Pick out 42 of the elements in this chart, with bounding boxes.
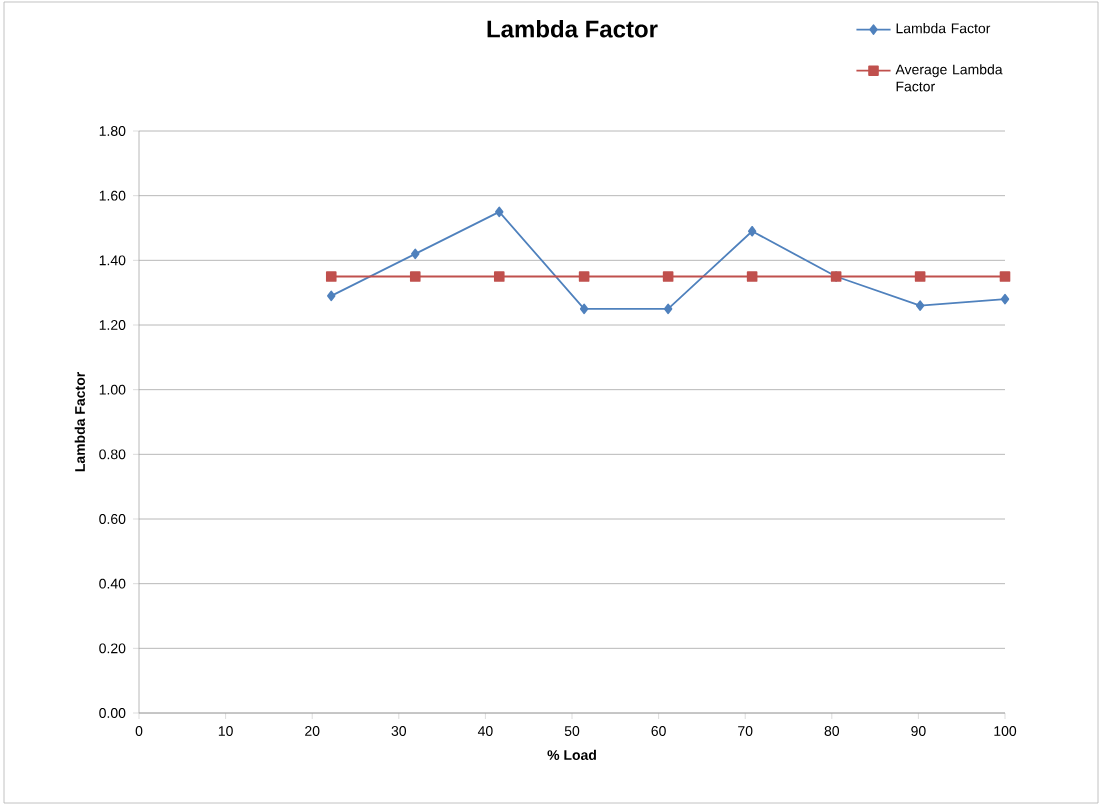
y-tick-label: 0.00 bbox=[99, 708, 126, 718]
x-tick-label: 60 bbox=[651, 726, 666, 736]
point bbox=[327, 290, 336, 302]
y-tick-label: 1.60 bbox=[99, 190, 126, 201]
point bbox=[915, 300, 925, 311]
x-tick-label: 50 bbox=[564, 726, 580, 736]
point bbox=[325, 271, 337, 282]
x-tick-label: 80 bbox=[824, 726, 840, 736]
x-tick-label: 40 bbox=[477, 726, 493, 736]
point bbox=[409, 271, 421, 282]
x-tick-label: 70 bbox=[738, 726, 753, 736]
x-tick-label: 30 bbox=[391, 726, 407, 736]
point bbox=[914, 271, 926, 282]
legend-label: Average Lambda Factor bbox=[895, 64, 1003, 92]
y-axis-title: Lambda Factor bbox=[74, 372, 85, 472]
point bbox=[746, 271, 758, 282]
point bbox=[747, 225, 757, 237]
point bbox=[411, 248, 420, 260]
x-axis-title: % Load bbox=[547, 749, 596, 760]
point bbox=[578, 271, 590, 282]
point bbox=[1000, 293, 1010, 305]
x-tick-label: 0 bbox=[135, 726, 143, 736]
point bbox=[662, 271, 674, 282]
y-tick-label: 1.20 bbox=[99, 320, 126, 330]
point bbox=[999, 271, 1011, 282]
x-tick-label: 10 bbox=[218, 726, 233, 736]
y-tick-label: 0.40 bbox=[99, 578, 126, 589]
y-tick-label: 1.80 bbox=[99, 126, 126, 136]
point bbox=[495, 206, 504, 218]
chart-title: Lambda Factor bbox=[487, 20, 658, 38]
legend-label: Lambda Factor bbox=[896, 23, 991, 34]
point bbox=[493, 271, 505, 282]
y-tick-label: 0.60 bbox=[99, 514, 126, 524]
point bbox=[579, 303, 589, 315]
point bbox=[663, 303, 673, 315]
y-tick-label: 1.40 bbox=[99, 255, 126, 266]
y-tick-label: 1.00 bbox=[99, 384, 126, 395]
y-tick-label: 0.80 bbox=[99, 449, 126, 460]
y-tick-label: 0.20 bbox=[99, 643, 126, 654]
x-tick-label: 90 bbox=[911, 726, 926, 736]
x-tick-label: 100 bbox=[994, 726, 1017, 736]
x-tick-label: 20 bbox=[305, 726, 320, 736]
